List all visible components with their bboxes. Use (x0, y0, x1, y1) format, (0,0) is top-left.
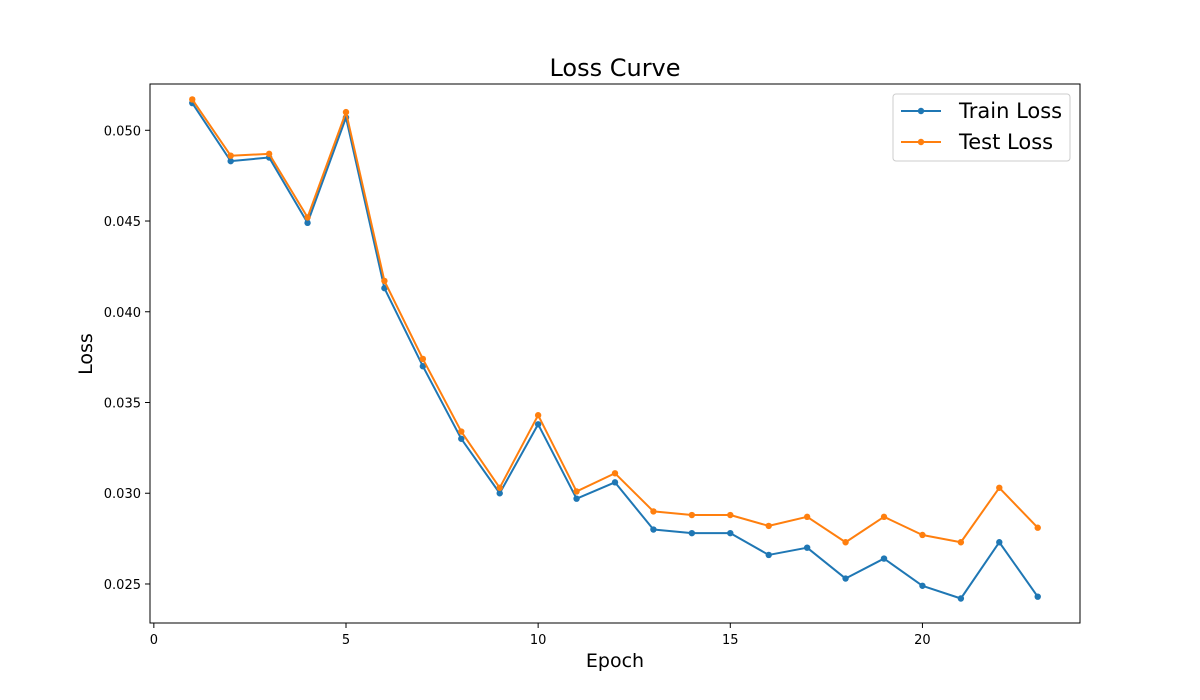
y-tick-label: 0.050 (104, 124, 141, 139)
y-tick-label: 0.035 (104, 397, 141, 412)
test-loss-point (534, 412, 542, 419)
x-tick-label: 20 (914, 633, 931, 648)
test-loss-point (650, 508, 657, 515)
train-loss-point (919, 582, 926, 589)
test-loss-point (803, 513, 811, 521)
x-tick-label: 0 (150, 633, 158, 648)
test-loss-legend-marker (917, 138, 925, 146)
test-loss-point (880, 513, 888, 521)
test-loss-point (573, 488, 580, 495)
plot-area (189, 96, 1041, 602)
test-loss-point (1034, 524, 1041, 531)
test-loss-legend-label: Test Loss (958, 130, 1053, 154)
train-loss-legend-marker (917, 107, 925, 115)
train-loss-point (727, 529, 734, 537)
test-loss-point (458, 428, 465, 435)
train-loss-point (650, 526, 657, 533)
test-loss-point (304, 214, 311, 221)
train-loss-point (227, 157, 234, 165)
test-loss-point (265, 150, 273, 158)
train-loss-point (842, 575, 849, 582)
x-tick-label: 15 (722, 633, 739, 648)
train-loss-point (957, 595, 965, 602)
test-loss-point (996, 484, 1003, 491)
test-loss-point (189, 96, 196, 103)
test-loss-point (727, 511, 734, 519)
x-axis-title: Epoch (586, 650, 644, 672)
test-loss-point (919, 531, 926, 539)
train-loss-point (880, 555, 888, 562)
y-axis: 0.025 0.030 0.035 0.040 0.045 0.050 (104, 124, 150, 593)
train-loss-point (496, 490, 503, 497)
train-loss-point (803, 544, 811, 551)
y-tick-label: 0.030 (104, 487, 141, 502)
train-loss-point (419, 363, 427, 370)
test-loss-point (227, 152, 234, 159)
test-loss-point (842, 539, 849, 546)
test-loss-point (419, 355, 427, 363)
y-tick-label: 0.025 (104, 578, 141, 593)
x-tick-label: 10 (530, 633, 547, 648)
plot-frame (149, 83, 1081, 624)
train-loss-legend-label: Train Loss (958, 99, 1062, 123)
y-tick-label: 0.045 (104, 215, 141, 230)
train-loss-point (304, 219, 311, 227)
train-loss-point (996, 539, 1003, 546)
train-loss-point (611, 479, 619, 486)
test-loss-point (765, 522, 772, 530)
train-loss-point (381, 284, 388, 292)
train-loss-point (1034, 593, 1041, 600)
train-loss-point (688, 529, 696, 537)
y-tick-label: 0.040 (104, 306, 141, 321)
test-loss-point (496, 484, 503, 491)
chart-title: Loss Curve (549, 54, 680, 82)
legend: Train Loss Test Loss (892, 93, 1071, 162)
test-loss-point (342, 108, 350, 116)
test-loss-point (611, 470, 619, 477)
train-loss-point (765, 551, 772, 559)
train-loss-point (534, 421, 542, 428)
train-loss-point (573, 495, 580, 502)
test-loss-point (957, 539, 965, 546)
train-loss-point (458, 435, 465, 442)
x-axis: 0 5 10 15 20 (150, 623, 931, 648)
y-axis-title: Loss (75, 333, 97, 375)
x-tick-label: 5 (342, 633, 350, 648)
test-loss-point (381, 277, 388, 285)
test-loss-point (688, 511, 696, 519)
